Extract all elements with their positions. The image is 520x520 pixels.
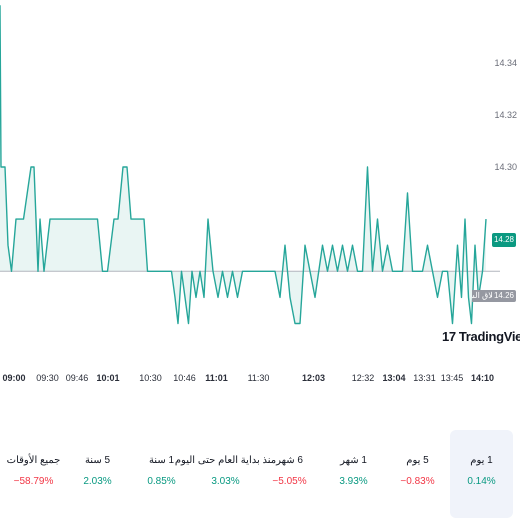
price-series-line [0,5,487,325]
tradingview-logo-text: TradingView [458,329,520,344]
y-tick-label: 14.32 [494,109,517,120]
period-label: 6 شهر [276,455,303,466]
price-area-fill [0,5,486,324]
period-tab[interactable]: 6 شهر −5.05% [258,430,321,518]
period-tab[interactable]: 5 يوم −0.83% [386,430,449,518]
period-change: 3.93% [339,476,368,487]
x-tick-label: 09:00 [2,373,26,383]
x-tick-label: 10:01 [96,373,120,383]
x-tick-label: 14:10 [470,373,495,383]
x-tick-label: 11:01 [205,373,228,383]
x-tick-label: 10:30 [139,373,162,383]
previous-close-value: 14.26 [491,290,516,302]
x-tick-label: 13:04 [382,373,406,383]
x-tick-label: 13:31 [413,373,436,383]
period-label: 1 يوم [470,455,493,466]
period-label: 1 سنة [148,455,175,466]
x-tick-label: 12:32 [351,373,375,383]
x-tick-label: 12:03 [301,373,326,383]
period-tab[interactable]: 1 سنة 0.85% [130,430,193,518]
period-selector: جميع الأوقات −58.79% 5 سنة 2.03% 1 سنة 0.85% م… [0,430,520,520]
x-tick-label: 11:30 [247,373,270,383]
period-tab[interactable]: منذ بداية العام حتى اليوم 3.03% [175,430,276,518]
period-change: −58.79% [13,476,54,487]
price-chart[interactable]: 14.34 14.32 14.30 09:00 09:30 09:46 10:01 10:3… [0,0,520,420]
period-label: 5 يوم [406,455,429,466]
period-label: جميع الأوقات [6,455,61,466]
last-price-badge: 14.28 [491,233,516,247]
y-tick-label: 14.34 [494,57,517,68]
period-tab[interactable]: 1 شهر 3.93% [322,430,385,518]
period-label: 5 سنة [84,455,111,466]
period-label: 1 شهر [340,455,367,466]
y-tick-label: 14.30 [494,161,517,172]
period-change: 3.03% [211,476,240,487]
x-tick-label: 13:45 [440,373,464,383]
tradingview-logo-icon: 17 [442,329,456,344]
period-change: 0.85% [147,476,176,487]
period-change: −5.05% [272,476,307,487]
x-tick-label: 09:30 [36,373,59,383]
period-tab[interactable]: 5 سنة 2.03% [66,430,129,518]
tradingview-logo[interactable]: 17 TradingView [442,329,520,344]
period-tab[interactable]: جميع الأوقات −58.79% [2,430,65,518]
period-change: 2.03% [83,476,112,487]
x-tick-label: 09:46 [65,373,89,383]
period-label: منذ بداية العام حتى اليوم [174,455,277,466]
period-change: −0.83% [400,476,435,487]
price-chart-svg[interactable] [0,0,520,420]
x-tick-label: 10:46 [173,373,196,383]
period-tab[interactable]: 1 يوم 0.14% [450,430,513,518]
period-change: 0.14% [467,476,496,487]
